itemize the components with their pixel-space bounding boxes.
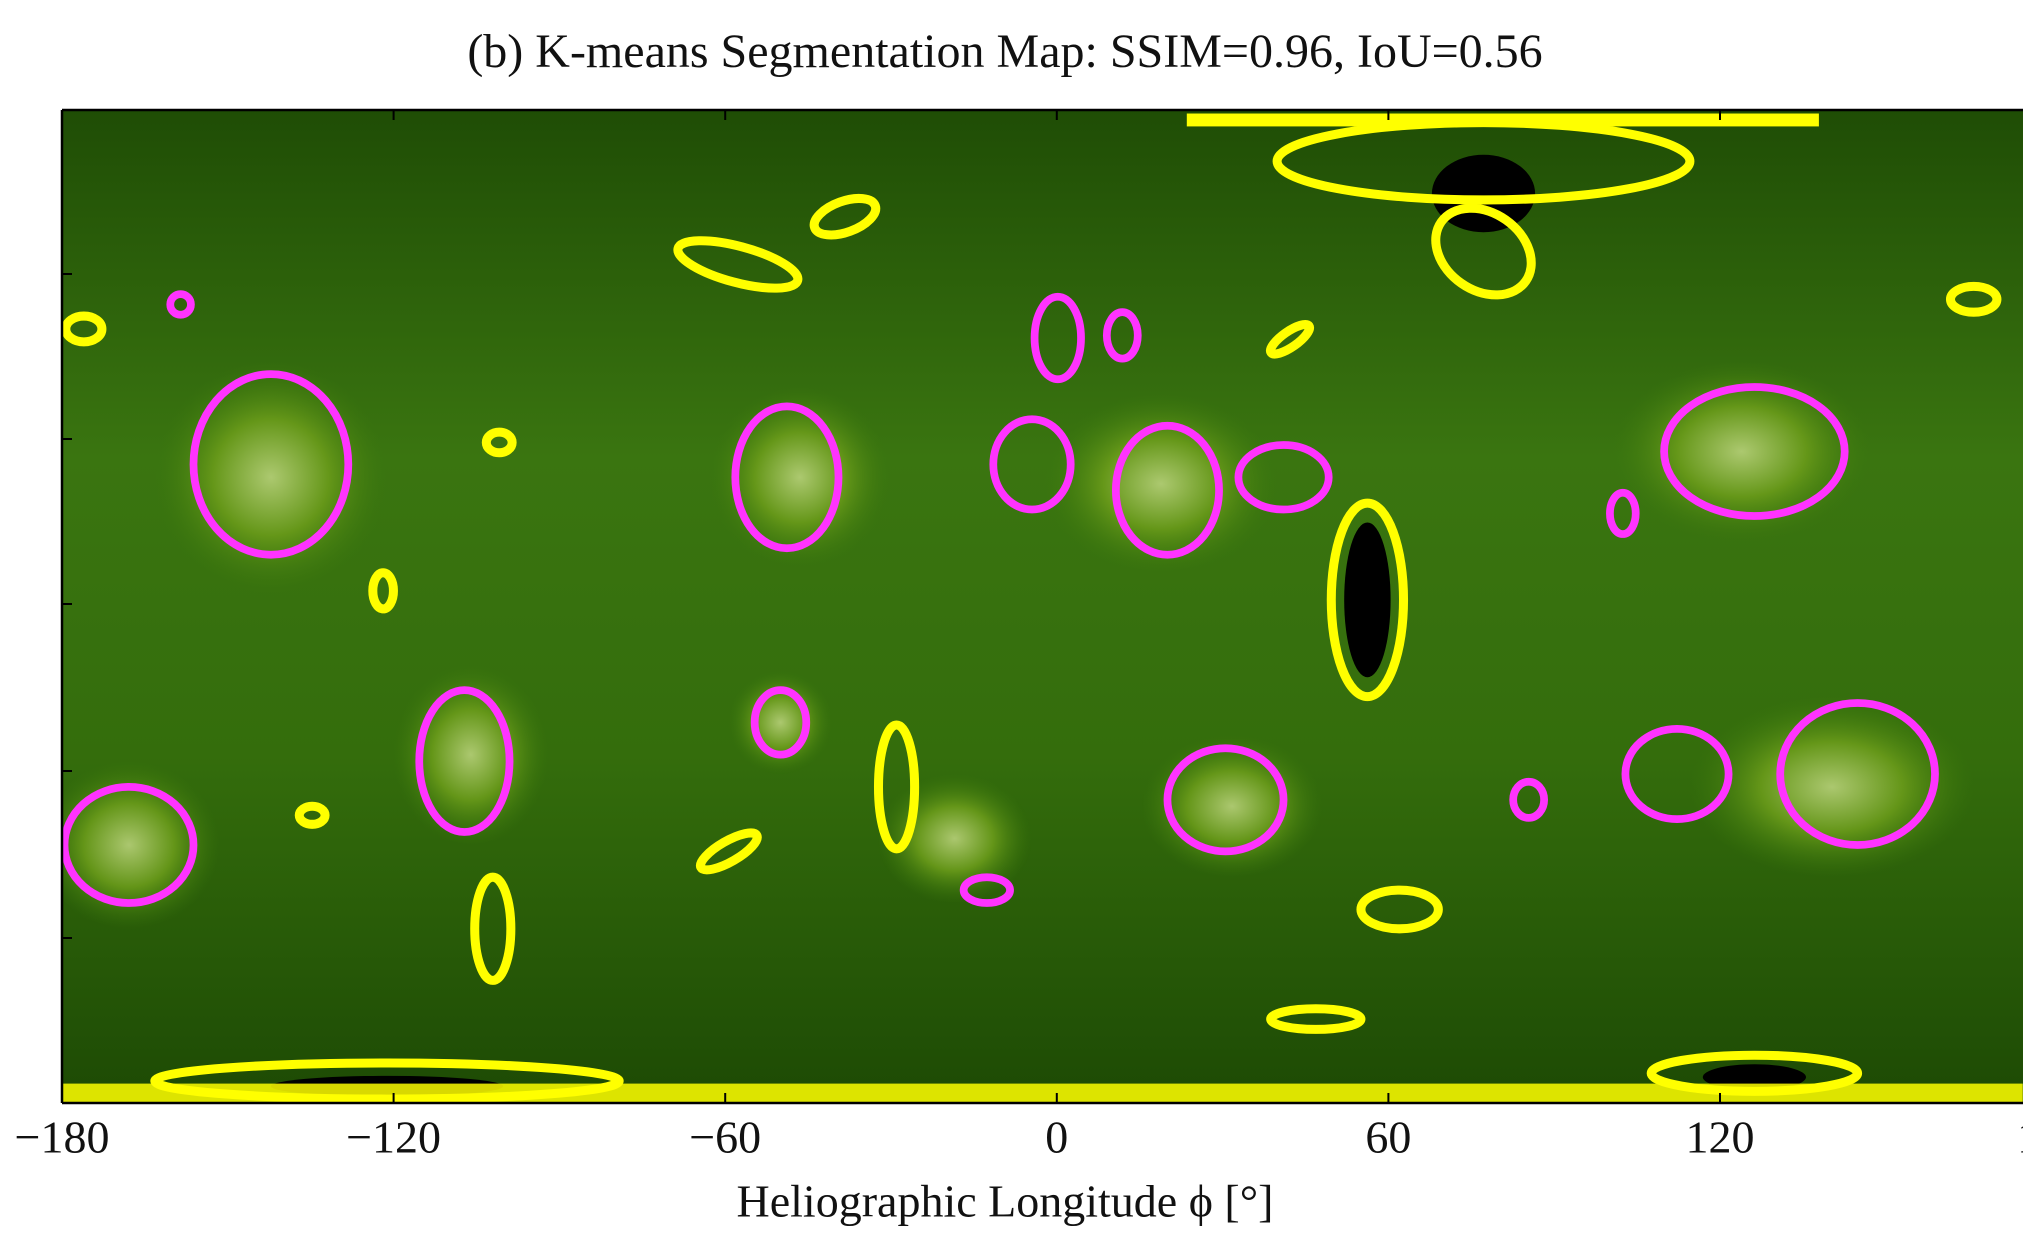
segmentation-image xyxy=(39,110,2023,1103)
x-tick-label: 120 xyxy=(1686,1112,1755,1163)
x-tick-label: −120 xyxy=(346,1112,441,1163)
x-axis-label: Heliographic Longitude ϕ [°] xyxy=(737,1176,1274,1227)
x-tick-label: −60 xyxy=(689,1112,761,1163)
chart-title: (b) K-means Segmentation Map: SSIM=0.96,… xyxy=(467,25,1542,78)
x-tick-label: 180 xyxy=(2017,1112,2023,1163)
x-tick-label: 0 xyxy=(1045,1112,1068,1163)
chart: (b) K-means Segmentation Map: SSIM=0.96,… xyxy=(0,0,2023,1242)
x-tick-label: −180 xyxy=(15,1112,110,1163)
x-tick-label: 60 xyxy=(1365,1112,1411,1163)
